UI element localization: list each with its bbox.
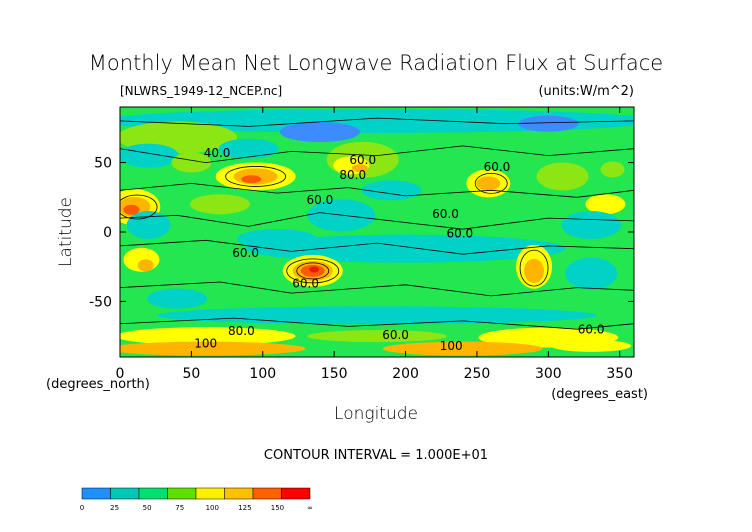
x-axis-label: Longitude xyxy=(334,404,418,424)
x-tick-label: 300 xyxy=(535,366,562,382)
contour-label: 60.0 xyxy=(432,207,459,221)
contour-line xyxy=(120,182,634,198)
contour-line xyxy=(120,117,634,127)
field-patch xyxy=(307,330,447,343)
contour-label: 100 xyxy=(194,336,217,350)
file-label: [NLWRS_1949-12_NCEP.nc] xyxy=(120,84,282,98)
colorbar-swatch xyxy=(138,487,168,500)
colorbar: 0 25 50 75 100 125 150 ∞ xyxy=(80,487,313,512)
contour-interval: CONTOUR INTERVAL = 1.000E+01 xyxy=(264,448,488,463)
contour-label: 40.0 xyxy=(204,146,231,160)
colorbar-label: 0 xyxy=(80,504,84,512)
colorbar-swatch xyxy=(224,487,254,500)
x-tick-label: 150 xyxy=(321,366,348,382)
colorbar-swatch xyxy=(110,487,140,500)
field-patch xyxy=(157,306,597,325)
field-patch xyxy=(551,339,632,352)
x-tick-label: 200 xyxy=(392,366,419,382)
field-patch xyxy=(120,143,179,168)
field-patch xyxy=(218,138,279,159)
field-patch xyxy=(189,194,250,215)
field-patch xyxy=(351,164,368,173)
colorbar-label: 50 xyxy=(143,504,152,512)
field-patch xyxy=(561,211,622,240)
field-patch xyxy=(524,258,545,283)
colorbar-swatch xyxy=(281,487,311,500)
y-axis-label: Latitude xyxy=(56,197,76,267)
units-label: (units:W/m^2) xyxy=(538,84,634,99)
x-tick-label: 50 xyxy=(182,366,200,382)
colorbar-swatch xyxy=(252,487,282,500)
contour-label: 60.0 xyxy=(307,193,334,207)
field-patch xyxy=(536,162,589,191)
contour-label: 60.0 xyxy=(232,246,259,260)
y-unit-label: (degrees_north) xyxy=(46,377,150,392)
contour-ring xyxy=(120,194,158,220)
colorbar-label: 100 xyxy=(206,504,219,512)
y-axis-ticks: 50 0 -50 xyxy=(89,156,634,310)
field-patch xyxy=(565,257,618,290)
contour-label: 60.0 xyxy=(578,322,605,336)
field-patch xyxy=(137,259,154,272)
field-patch xyxy=(126,211,171,240)
y-tick-label: -50 xyxy=(89,294,112,310)
contour-label: 60.0 xyxy=(484,160,511,174)
contour-label: 60.0 xyxy=(382,328,409,342)
y-tick-label: 50 xyxy=(94,156,112,172)
colorbar-swatch xyxy=(195,487,225,500)
field-patch xyxy=(361,180,422,201)
x-tick-label: 250 xyxy=(464,366,491,382)
contour-label: 80.0 xyxy=(228,324,255,338)
contour-line xyxy=(120,212,634,230)
field-patch xyxy=(123,204,140,215)
contour-line xyxy=(120,281,634,297)
contour-label: 60.0 xyxy=(349,153,376,167)
chart-title: Monthly Mean Net Longwave Radiation Flux… xyxy=(89,51,663,75)
field-patch xyxy=(147,288,208,309)
x-axis-ticks: 0 50 100 150 200 250 300 350 xyxy=(116,107,633,382)
field-patch xyxy=(309,266,320,273)
field-patch xyxy=(237,228,318,249)
field-patch xyxy=(245,234,566,263)
field-patch xyxy=(241,175,262,184)
field-patch xyxy=(600,161,625,178)
contour-ring xyxy=(286,258,340,284)
x-tick-label: 350 xyxy=(606,366,633,382)
field-patch xyxy=(279,122,360,142)
contour-labels: 40.080.060.060.060.060.060.060.060.060.0… xyxy=(194,146,604,353)
field-patch xyxy=(585,194,626,215)
contour-line xyxy=(120,239,634,255)
field-patch xyxy=(382,341,543,356)
contour-line xyxy=(120,145,634,164)
x-tick-label: 0 xyxy=(116,366,125,382)
contour-label: 60.0 xyxy=(292,277,319,291)
x-unit-label: (degrees_east) xyxy=(551,387,648,402)
field-patch xyxy=(518,115,579,132)
contour-label: 100 xyxy=(440,339,463,353)
y-tick-label: 0 xyxy=(103,225,112,241)
x-tick-label: 100 xyxy=(249,366,276,382)
colorbar-label: 150 xyxy=(271,504,284,512)
colorbar-label: 75 xyxy=(175,504,184,512)
contour-ring xyxy=(519,249,549,287)
contour-line xyxy=(120,317,634,330)
contour-lines xyxy=(120,117,634,330)
contour-label: 60.0 xyxy=(446,227,473,241)
field-patch xyxy=(476,176,501,191)
flux-field xyxy=(120,107,634,357)
colorbar-swatch xyxy=(167,487,197,500)
contour-ring xyxy=(474,172,508,194)
contour-ring xyxy=(296,262,330,280)
contour-ring xyxy=(225,166,287,187)
field-patch xyxy=(171,152,212,173)
colorbar-swatch xyxy=(81,487,111,500)
contour-label: 80.0 xyxy=(339,168,366,182)
colorbar-label: 125 xyxy=(238,504,251,512)
field-patch xyxy=(120,108,634,133)
field-patch xyxy=(120,327,296,346)
colorbar-label: ∞ xyxy=(307,504,313,512)
colorbar-label: 25 xyxy=(110,504,119,512)
field-patch xyxy=(120,341,306,356)
